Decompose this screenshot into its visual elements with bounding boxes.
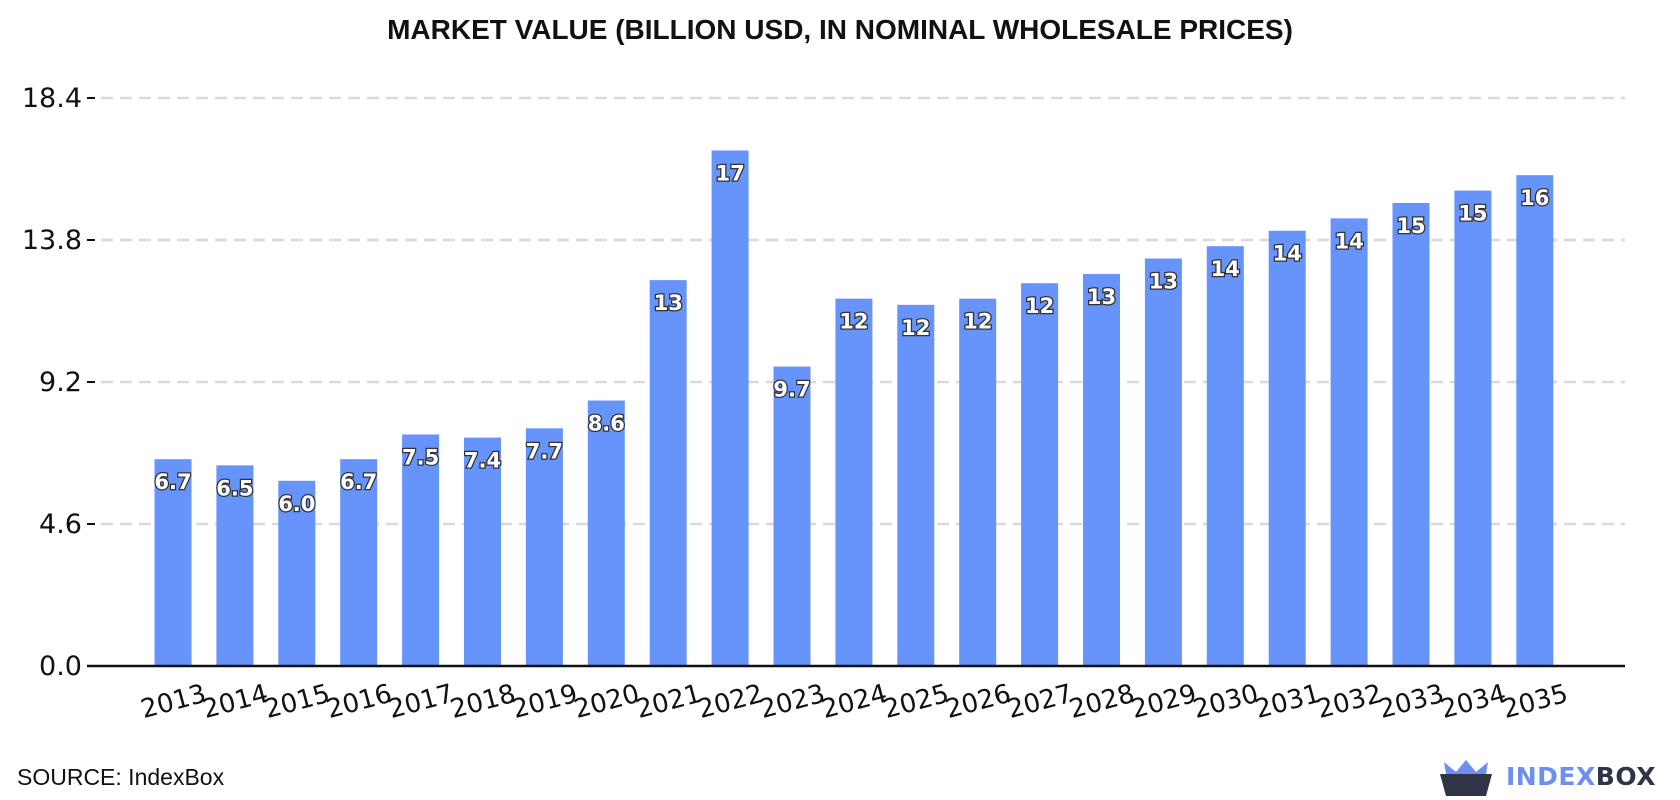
- bar: [278, 480, 316, 666]
- x-tick-label: 2030: [1190, 679, 1262, 725]
- bar-chart: 0.0 4.6 9.2 13.8 18.4 6.7 6.5 6.0 6.7 7.5 7.4 7.7 8…: [22, 83, 1625, 725]
- x-tick-label: 2035: [1499, 679, 1571, 725]
- bar: [1268, 230, 1306, 666]
- bar: [1330, 218, 1368, 667]
- bar: [959, 298, 997, 666]
- bar-value-label: 8.6: [588, 412, 625, 436]
- y-tick-label: 13.8: [22, 225, 82, 256]
- bar-value-label: 13: [1149, 270, 1178, 294]
- x-tick-label: 2017: [385, 679, 457, 725]
- bar: [1083, 273, 1120, 666]
- x-tick-label: 2023: [757, 679, 829, 725]
- y-tick-label: 18.4: [22, 83, 82, 114]
- brand-name-part2: BOX: [1595, 761, 1656, 791]
- x-axis: 2013201420152016201720182019202020212022…: [87, 664, 1625, 725]
- bar: [1021, 283, 1059, 666]
- x-tick-label: 2019: [509, 679, 581, 725]
- bar: [525, 428, 563, 666]
- x-tick-label: 2015: [261, 679, 333, 725]
- bars: [154, 150, 1554, 667]
- bar: [773, 366, 811, 666]
- x-tick-label: 2029: [1128, 679, 1200, 725]
- brand-name-part1: INDEX: [1505, 761, 1596, 791]
- x-tick-label: 2027: [1004, 679, 1076, 725]
- bar-value-label: 17: [715, 161, 744, 185]
- x-tick-label: 2021: [633, 679, 705, 725]
- x-tick-label: 2032: [1314, 679, 1386, 725]
- bar: [340, 459, 378, 666]
- bar-value-label: 15: [1396, 214, 1425, 238]
- bar-value-label: 12: [1025, 294, 1054, 318]
- bar: [835, 298, 873, 666]
- bar: [1206, 246, 1244, 666]
- bar: [1516, 175, 1554, 666]
- x-tick-label: 2031: [1252, 679, 1324, 725]
- bar: [154, 459, 192, 666]
- bar: [216, 465, 254, 666]
- bar: [897, 304, 935, 666]
- bar: [587, 400, 625, 666]
- x-tick-label: 2026: [942, 679, 1014, 725]
- indexbox-logo[interactable]: INDEXBOX: [1439, 756, 1656, 796]
- crown-basket-icon: [1439, 760, 1492, 796]
- bar: [1144, 258, 1182, 666]
- bar-value-label: 14: [1334, 229, 1363, 253]
- bar-value-label: 6.7: [154, 470, 191, 494]
- bar: [1392, 202, 1430, 666]
- bar-value-label: 6.7: [340, 470, 377, 494]
- x-tick-label: 2018: [447, 679, 519, 725]
- bar: [402, 434, 440, 666]
- bar: [1454, 190, 1492, 666]
- bar-value-label: 6.0: [278, 492, 315, 516]
- x-tick-label: 2022: [695, 679, 767, 725]
- x-tick-label: 2034: [1438, 679, 1510, 725]
- bar: [464, 437, 501, 666]
- bar-value-label: 13: [1087, 285, 1116, 309]
- brand-name: INDEXBOX: [1506, 762, 1656, 791]
- x-tick-label: 2028: [1066, 679, 1138, 725]
- y-tick-label: 9.2: [39, 367, 82, 398]
- x-tick-label: 2013: [138, 679, 210, 725]
- bar-value-label: 12: [901, 316, 930, 340]
- bar-value-label: 9.7: [773, 378, 810, 402]
- y-axis: 0.0 4.6 9.2 13.8 18.4: [22, 83, 95, 682]
- source-note: SOURCE: IndexBox: [17, 764, 225, 790]
- y-tick-label: 4.6: [39, 509, 82, 540]
- bar-value-label: 12: [839, 310, 868, 334]
- bar: [711, 150, 749, 666]
- y-tick-label: 0.0: [39, 651, 82, 682]
- bar: [649, 280, 687, 666]
- bar-value-label: 7.4: [464, 449, 501, 473]
- bar-value-label: 14: [1211, 257, 1240, 281]
- bar-value-label: 6.5: [216, 476, 253, 500]
- bar-labels: 6.7 6.5 6.0 6.7 7.5 7.4 7.7 8.6 13 17 9.7 12 12 12 12 1…: [153, 160, 1551, 517]
- x-tick-label: 2025: [880, 679, 952, 725]
- bar-value-label: 12: [963, 310, 992, 334]
- x-tick-label: 2014: [200, 679, 272, 725]
- bar-value-label: 7.7: [526, 439, 563, 463]
- x-tick-label: 2033: [1376, 679, 1448, 725]
- chart-title: MARKET VALUE (BILLION USD, IN NOMINAL WH…: [387, 14, 1293, 45]
- bar-value-label: 7.5: [402, 445, 439, 469]
- bar-value-label: 15: [1458, 202, 1487, 226]
- bar-value-label: 16: [1520, 186, 1549, 210]
- x-tick-label: 2016: [323, 679, 395, 725]
- bar-value-label: 14: [1273, 242, 1302, 266]
- x-tick-label: 2020: [571, 679, 643, 725]
- x-tick-label: 2024: [819, 679, 891, 725]
- bar-value-label: 13: [654, 291, 683, 315]
